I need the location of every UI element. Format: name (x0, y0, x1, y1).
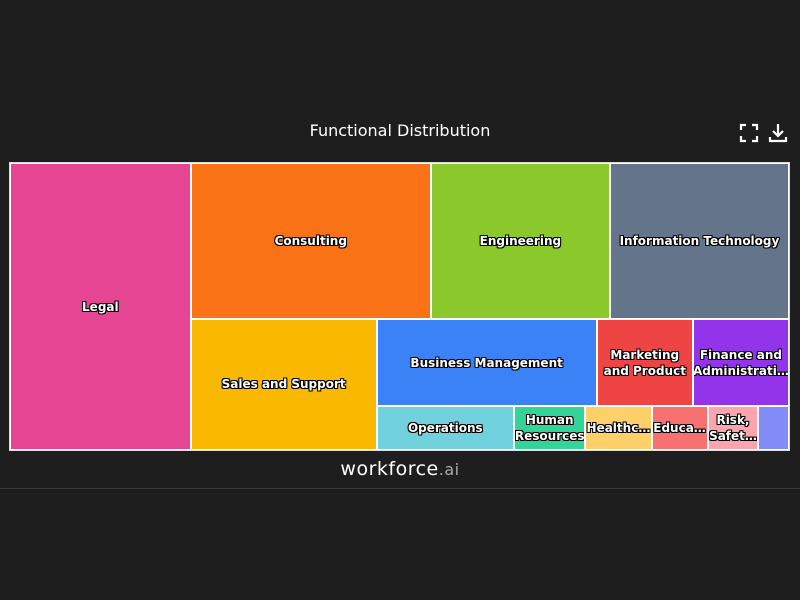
treemap-cell[interactable]: Risk, Safet… (707, 406, 759, 450)
cell-label: Sales and Support (221, 377, 346, 392)
cell-label: Business Management (410, 355, 563, 370)
divider (0, 488, 800, 489)
cell-label: Human Resources (514, 413, 585, 444)
treemap-cell[interactable]: Information Technology (609, 163, 789, 319)
cell-label: Legal (82, 299, 119, 314)
treemap-cell[interactable]: Educa… (651, 406, 708, 450)
brand-suffix: .ai (438, 460, 460, 479)
cell-label: Marketing and Product (603, 347, 686, 378)
treemap-cell[interactable]: Consulting (190, 163, 431, 319)
treemap-cell[interactable]: Marketing and Product (596, 318, 693, 407)
treemap-cell[interactable]: Operations (376, 406, 515, 450)
cell-label: Educa… (653, 421, 706, 436)
cell-label: Engineering (479, 233, 562, 248)
treemap-cell[interactable]: Healthc… (585, 406, 652, 450)
treemap-cell[interactable]: Business Management (376, 318, 597, 407)
cell-label: Finance and Administrati… (692, 347, 789, 378)
cell-label: Risk, Safet… (709, 413, 757, 444)
fullscreen-button[interactable] (739, 123, 759, 143)
treemap-cell[interactable]: Legal (10, 163, 191, 450)
cell-label: Healthc… (586, 421, 651, 436)
treemap-cell[interactable]: Sales and Support (190, 318, 377, 450)
chart-title: Functional Distribution (309, 121, 491, 140)
brand: workforce.ai (0, 458, 800, 480)
brand-name: workforce (340, 458, 439, 480)
cell-label: Consulting (274, 233, 347, 248)
download-button[interactable] (768, 124, 788, 143)
treemap-cell[interactable] (758, 406, 789, 450)
toolbar (739, 123, 788, 143)
treemap-cell[interactable]: Human Resources (514, 406, 586, 450)
treemap-cell[interactable]: Finance and Administrati… (692, 318, 789, 407)
cell-label: Information Technology (619, 233, 780, 248)
treemap: Legal Consulting Engineering Information Te… (9, 162, 790, 451)
treemap-cell[interactable]: Engineering (430, 163, 610, 319)
cell-label: Operations (407, 421, 483, 436)
